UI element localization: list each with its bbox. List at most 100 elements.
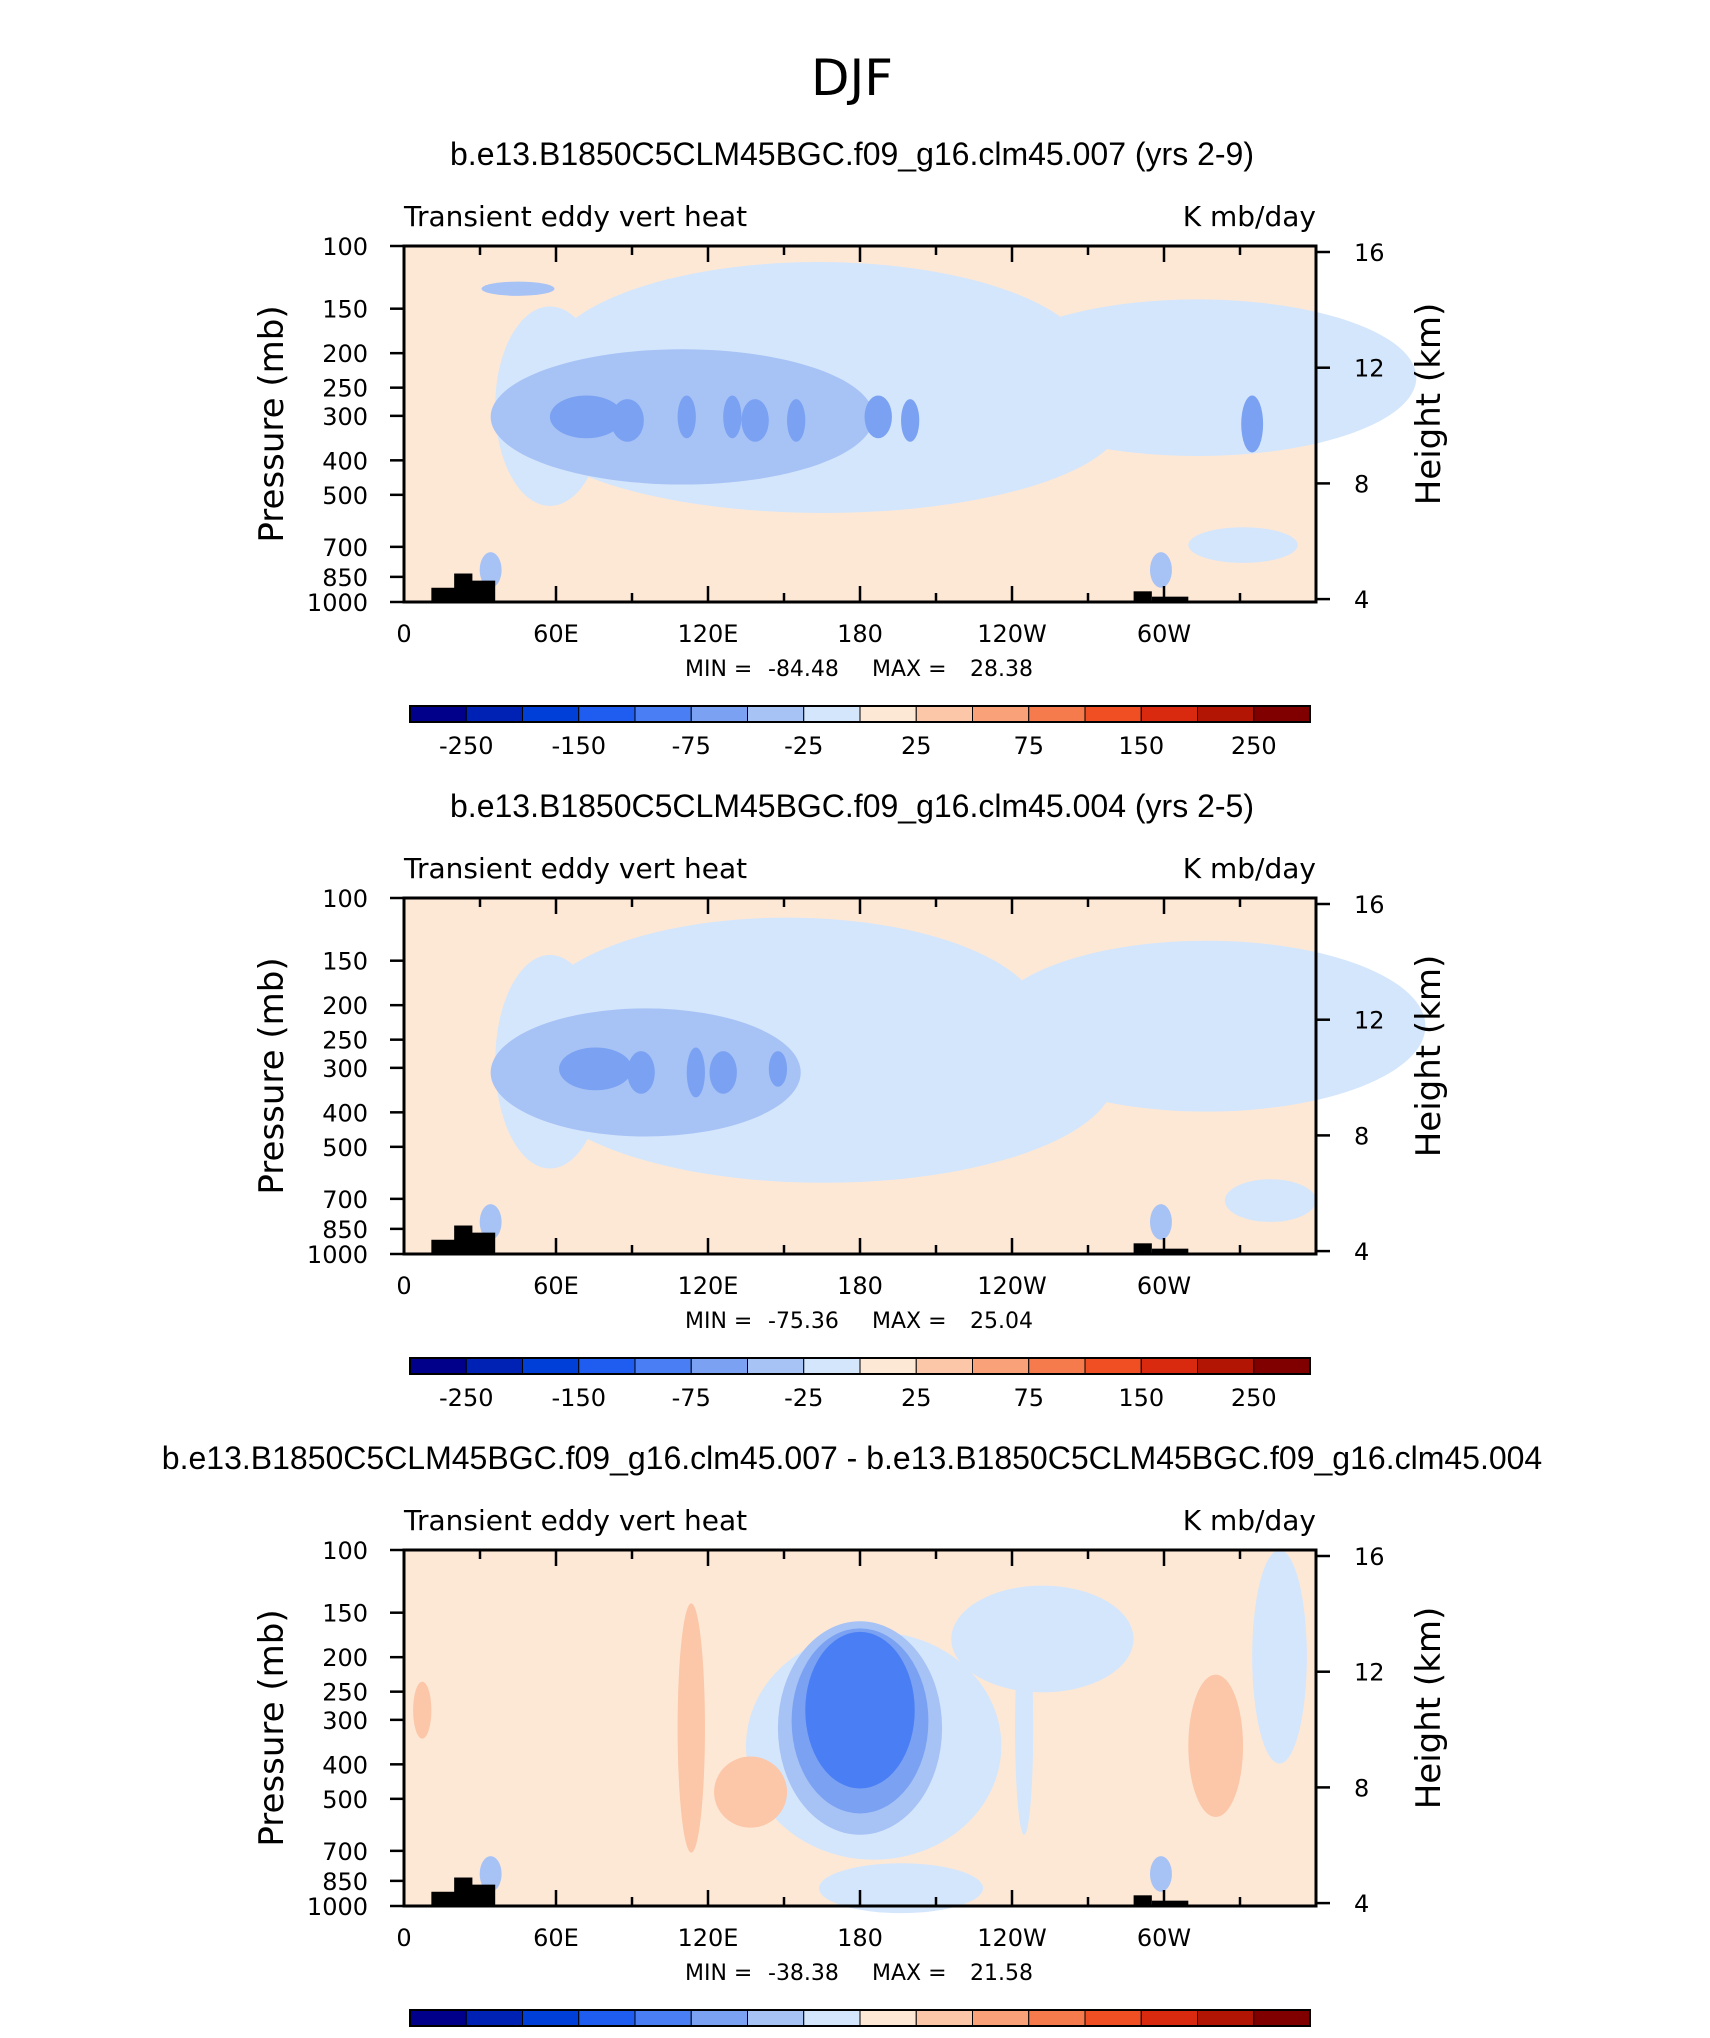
topography <box>1133 591 1152 602</box>
y-tick-label: 200 <box>322 1644 368 1672</box>
x-tick-label: 60W <box>1137 620 1191 648</box>
colorbar-box <box>690 705 748 723</box>
y-tick-label: 850 <box>322 564 368 592</box>
max-label: MAX = <box>872 1309 947 1334</box>
contour-fill <box>686 1047 705 1098</box>
y-tick-label: 400 <box>322 1099 368 1127</box>
colorbar-box <box>578 705 636 723</box>
topography <box>1151 596 1189 602</box>
colorbar-label: -75 <box>672 1384 711 1412</box>
colorbar-label: -10 <box>728 2036 767 2038</box>
colorbar-label: 250 <box>1231 732 1277 760</box>
max-value: 25.04 <box>970 1309 1033 1334</box>
y-axis-label: Pressure (mb) <box>252 957 292 1194</box>
right-string: K mb/day <box>1183 1504 1316 1537</box>
max-value: 21.58 <box>970 1961 1033 1986</box>
y-tick-label: 150 <box>322 1600 368 1628</box>
contour-fill <box>951 1585 1134 1693</box>
contour-fill <box>1015 1621 1034 1835</box>
contour-fill <box>741 399 769 442</box>
y-tick-label: 500 <box>322 1134 368 1162</box>
colorbar-label: -150 <box>552 1384 606 1412</box>
y-tick-label: 250 <box>322 1679 368 1707</box>
y-tick-label: 300 <box>322 1055 368 1083</box>
colorbar-box <box>1084 1357 1142 1375</box>
y-tick-label: 250 <box>322 1027 368 1055</box>
y-tick-label: 300 <box>322 1707 368 1735</box>
colorbar-label: -75 <box>672 732 711 760</box>
contour-fill <box>479 1856 502 1892</box>
y-tick-label: 1000 <box>307 1241 368 1269</box>
colorbar-box <box>409 1357 467 1375</box>
colorbar-box <box>859 1357 917 1375</box>
colorbar-box <box>859 2009 917 2027</box>
x-tick-label: 60E <box>533 1924 579 1952</box>
max-label: MAX = <box>872 1961 947 1986</box>
x-tick-label: 0 <box>396 1924 411 1952</box>
colorbar-box <box>1084 705 1142 723</box>
y-right-tick-label: 8 <box>1354 470 1369 498</box>
x-tick-label: 180 <box>837 1924 883 1952</box>
y-axis-label: Pressure (mb) <box>252 305 292 542</box>
min-label: MIN = <box>685 1961 752 1986</box>
x-tick-label: 180 <box>837 620 883 648</box>
topography <box>454 1877 473 1906</box>
panel-title: b.e13.B1850C5CLM45BGC.f09_g16.clm45.004 … <box>450 788 1254 824</box>
colorbar-box <box>1028 2009 1086 2027</box>
colorbar-box <box>1253 705 1311 723</box>
left-string: Transient eddy vert heat <box>403 852 747 885</box>
y-right-axis-label: Height (km) <box>1409 303 1449 506</box>
x-tick-label: 120E <box>678 1272 739 1300</box>
y-tick-label: 400 <box>322 1751 368 1779</box>
topography <box>1133 1895 1152 1906</box>
colorbar-box <box>915 2009 973 2027</box>
topography <box>1151 1900 1189 1906</box>
contour-fill <box>677 395 696 439</box>
contour-fill <box>1150 1856 1172 1892</box>
contour-fill <box>479 552 502 588</box>
colorbar-box <box>972 1357 1030 1375</box>
colorbar-label: 150 <box>1118 732 1164 760</box>
y-tick-label: 700 <box>322 534 368 562</box>
topography <box>1151 1248 1189 1254</box>
y-tick-label: 150 <box>322 296 368 324</box>
colorbar-label: -250 <box>439 1384 493 1412</box>
x-tick-label: 60W <box>1137 1272 1191 1300</box>
contour-fill <box>481 281 555 296</box>
left-string: Transient eddy vert heat <box>403 200 747 233</box>
colorbar-box <box>915 705 973 723</box>
y-tick-label: 700 <box>322 1186 368 1214</box>
colorbar-box <box>1140 705 1198 723</box>
colorbar-box <box>634 1357 692 1375</box>
x-tick-label: 120W <box>977 1924 1047 1952</box>
x-tick-label: 120W <box>977 1272 1047 1300</box>
y-right-tick-label: 12 <box>1354 355 1385 383</box>
colorbar-box <box>465 705 523 723</box>
colorbar-box <box>747 2009 805 2027</box>
x-tick-label: 180 <box>837 1272 883 1300</box>
colorbar-box <box>690 2009 748 2027</box>
colorbar-box <box>522 2009 580 2027</box>
colorbar-box <box>1140 2009 1198 2027</box>
colorbar-label: 10 <box>957 2036 988 2038</box>
colorbar-label: -80 <box>503 2036 542 2038</box>
min-label: MIN = <box>685 1309 752 1334</box>
colorbar-box <box>972 705 1030 723</box>
colorbar-label: 25 <box>901 1384 932 1412</box>
y-tick-label: 200 <box>322 992 368 1020</box>
colorbar-box <box>1253 2009 1311 2027</box>
colorbar-box <box>1140 1357 1198 1375</box>
colorbar-box <box>1197 1357 1255 1375</box>
contour-fill <box>864 395 892 439</box>
topography <box>454 1225 473 1254</box>
contour-fill <box>622 1567 678 1853</box>
colorbar-box <box>578 1357 636 1375</box>
colorbar-box <box>1197 705 1255 723</box>
colorbar-box <box>803 1357 861 1375</box>
y-tick-label: 850 <box>322 1216 368 1244</box>
x-tick-label: 120W <box>977 620 1047 648</box>
min-value: -75.36 <box>768 1309 839 1334</box>
y-right-axis-label: Height (km) <box>1409 955 1449 1158</box>
colorbar-box <box>522 705 580 723</box>
